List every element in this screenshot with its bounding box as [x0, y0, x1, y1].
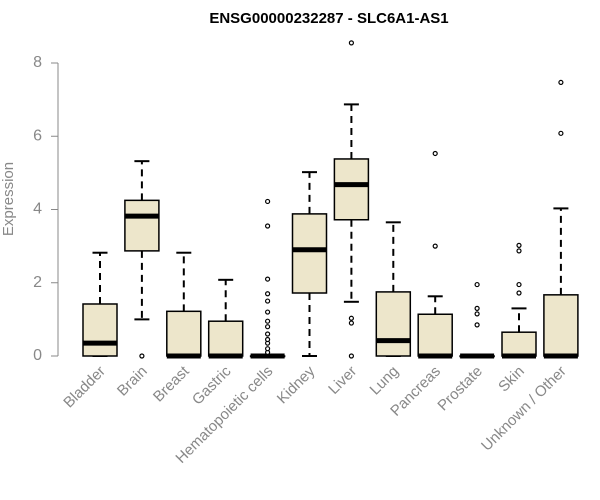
box-breast	[166, 251, 202, 359]
outlier-point	[516, 242, 522, 248]
outlier-point	[516, 290, 522, 296]
outlier-point	[474, 305, 480, 311]
box-kidney	[291, 171, 328, 357]
y-axis-label: Expression	[0, 162, 17, 236]
x-tick-label: Lung	[367, 363, 403, 399]
box-skin	[501, 242, 537, 359]
boxes	[82, 40, 579, 359]
outlier-point	[474, 322, 480, 328]
outlier-point	[558, 130, 564, 136]
y-tick-label: 2	[33, 274, 42, 291]
box-body	[124, 199, 160, 252]
outlier-point	[265, 331, 271, 337]
x-tick-label: Skin	[495, 363, 528, 396]
box-body	[207, 320, 244, 357]
outlier-point	[265, 346, 271, 352]
axes: 0 2 4 6 8	[33, 54, 59, 364]
box-unknown-other	[543, 79, 579, 359]
box-hematopoietic-cells	[249, 198, 286, 359]
outlier-point	[265, 309, 271, 315]
x-tick-label: Breast	[150, 362, 193, 405]
box-body	[375, 291, 412, 357]
outlier-point	[265, 298, 271, 304]
y-tick-label: 6	[33, 127, 42, 144]
outlier-point	[348, 315, 354, 321]
x-tick-label: Prostate	[434, 363, 486, 415]
box-lung	[375, 221, 412, 357]
box-body	[333, 158, 370, 221]
outlier-point	[348, 320, 354, 326]
outlier-point	[474, 311, 480, 317]
outlier-point	[474, 281, 480, 288]
outlier-point	[516, 248, 522, 254]
x-tick-label: Kidney	[274, 362, 319, 407]
outlier-point	[432, 243, 438, 249]
outlier-point	[265, 324, 271, 330]
box-pancreas	[417, 150, 453, 359]
outlier-point	[139, 353, 145, 359]
box-bladder	[82, 251, 118, 357]
x-tick-label: Brain	[114, 363, 151, 400]
outlier-point	[265, 291, 271, 297]
y-tick-label: 4	[33, 201, 42, 218]
box-body	[501, 331, 537, 357]
outlier-point	[348, 353, 354, 359]
y-tick-label: 0	[33, 347, 42, 364]
box-body	[291, 213, 328, 294]
outlier-point	[265, 276, 271, 282]
outlier-point	[265, 336, 271, 343]
outlier-point	[432, 150, 438, 157]
outlier-point	[516, 281, 522, 288]
outlier-point	[265, 198, 271, 205]
box-body	[417, 313, 453, 357]
outlier-point	[348, 40, 354, 46]
box-body	[82, 303, 118, 357]
x-tick-label: Liver	[325, 363, 360, 398]
box-liver	[333, 40, 370, 359]
box-prostate	[459, 281, 495, 359]
box-brain	[124, 160, 160, 359]
chart-title: ENSG00000232287 - SLC6A1-AS1	[209, 10, 448, 27]
outlier-point	[265, 318, 271, 324]
y-tick-label: 8	[33, 54, 42, 71]
outlier-point	[558, 79, 564, 86]
x-tick-label: Bladder	[60, 363, 109, 412]
box-body	[166, 310, 202, 357]
box-gastric	[207, 278, 244, 359]
outlier-point	[265, 223, 271, 229]
box-body	[543, 294, 579, 357]
